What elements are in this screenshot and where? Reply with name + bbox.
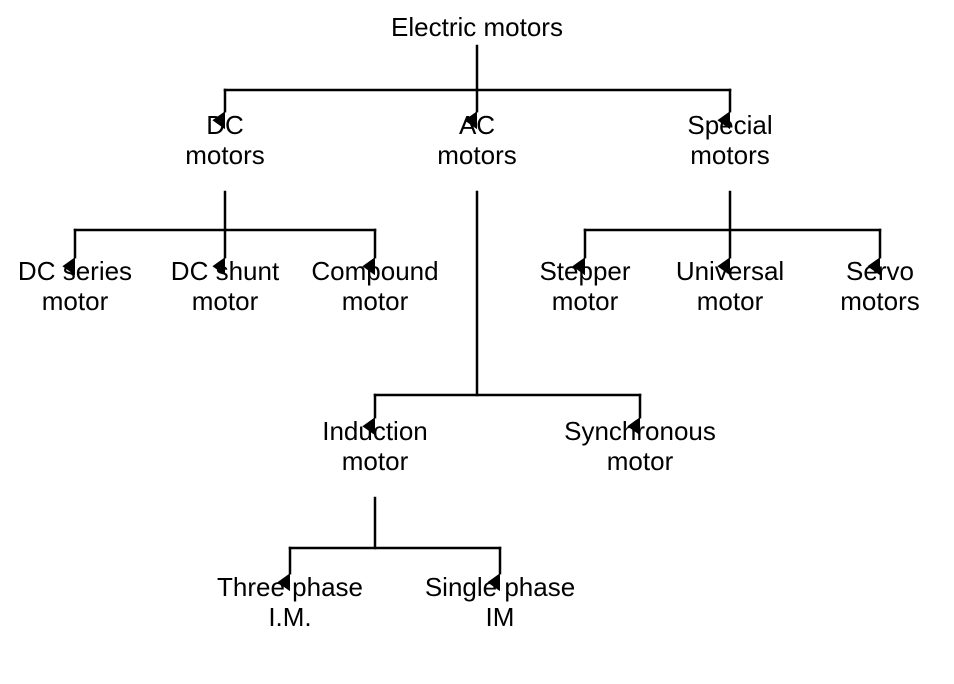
- node-special: Specialmotors: [687, 110, 772, 170]
- node-universal: Universalmotor: [676, 256, 784, 316]
- node-induction: Inductionmotor: [322, 416, 428, 476]
- tree-diagram: Electric motors DCmotors ACmotors Specialmo…: [0, 0, 954, 684]
- node-root: Electric motors: [391, 12, 563, 42]
- nodes: Electric motors DCmotors ACmotors Specialmo…: [18, 12, 920, 632]
- node-single_phase: Single phaseIM: [425, 572, 575, 632]
- node-ac: ACmotors: [437, 110, 516, 170]
- node-dc_shunt: DC shuntmotor: [171, 256, 280, 316]
- node-compound: Compoundmotor: [311, 256, 438, 316]
- node-stepper: Steppermotor: [539, 256, 630, 316]
- node-dc: DCmotors: [185, 110, 264, 170]
- node-three_phase: Three phaseI.M.: [217, 572, 363, 632]
- node-synchronous: Synchronousmotor: [564, 416, 716, 476]
- node-dc_series: DC seriesmotor: [18, 256, 132, 316]
- node-servo: Servomotors: [840, 256, 919, 316]
